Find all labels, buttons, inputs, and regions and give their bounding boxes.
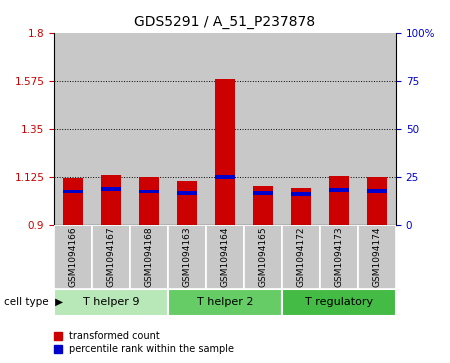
FancyBboxPatch shape	[358, 225, 396, 289]
Bar	[320, 33, 358, 225]
FancyBboxPatch shape	[206, 225, 244, 289]
Text: GSM1094172: GSM1094172	[297, 227, 306, 287]
Legend: transformed count, percentile rank within the sample: transformed count, percentile rank withi…	[50, 327, 238, 358]
FancyBboxPatch shape	[282, 225, 320, 289]
Text: GSM1094165: GSM1094165	[258, 227, 267, 287]
FancyBboxPatch shape	[130, 225, 168, 289]
Bar	[92, 33, 130, 225]
Title: GDS5291 / A_51_P237878: GDS5291 / A_51_P237878	[135, 15, 315, 29]
Bar	[358, 33, 396, 225]
Bar	[367, 189, 387, 193]
Bar	[168, 33, 206, 225]
Text: GSM1094167: GSM1094167	[107, 227, 116, 287]
Bar	[130, 33, 168, 225]
Text: T regulatory: T regulatory	[305, 297, 373, 307]
FancyBboxPatch shape	[54, 289, 168, 316]
Text: GSM1094173: GSM1094173	[334, 227, 343, 287]
Bar	[252, 185, 274, 225]
FancyBboxPatch shape	[320, 225, 358, 289]
Text: cell type  ▶: cell type ▶	[4, 297, 63, 307]
Bar	[176, 181, 198, 225]
Bar	[139, 177, 159, 225]
Bar	[139, 189, 159, 193]
FancyBboxPatch shape	[168, 225, 206, 289]
Bar	[100, 187, 122, 191]
Text: GSM1094168: GSM1094168	[144, 227, 153, 287]
Text: GSM1094166: GSM1094166	[68, 227, 77, 287]
Text: GSM1094164: GSM1094164	[220, 227, 230, 287]
Bar	[176, 192, 198, 195]
Bar	[63, 189, 83, 193]
Bar	[252, 192, 274, 195]
Bar	[291, 188, 311, 225]
Text: GSM1094174: GSM1094174	[373, 227, 382, 287]
Bar	[215, 175, 235, 179]
FancyBboxPatch shape	[244, 225, 282, 289]
Bar	[291, 192, 311, 196]
FancyBboxPatch shape	[92, 225, 130, 289]
Bar	[54, 33, 92, 225]
Bar	[215, 79, 235, 225]
FancyBboxPatch shape	[168, 289, 282, 316]
Text: GSM1094163: GSM1094163	[183, 227, 192, 287]
Bar	[100, 175, 122, 225]
Bar	[244, 33, 282, 225]
Bar	[282, 33, 320, 225]
Bar	[206, 33, 244, 225]
FancyBboxPatch shape	[282, 289, 396, 316]
Bar	[328, 188, 350, 192]
Bar	[63, 178, 83, 225]
FancyBboxPatch shape	[54, 225, 92, 289]
Bar	[328, 176, 350, 225]
Bar	[367, 177, 387, 225]
Text: T helper 2: T helper 2	[197, 297, 253, 307]
Text: T helper 9: T helper 9	[83, 297, 139, 307]
